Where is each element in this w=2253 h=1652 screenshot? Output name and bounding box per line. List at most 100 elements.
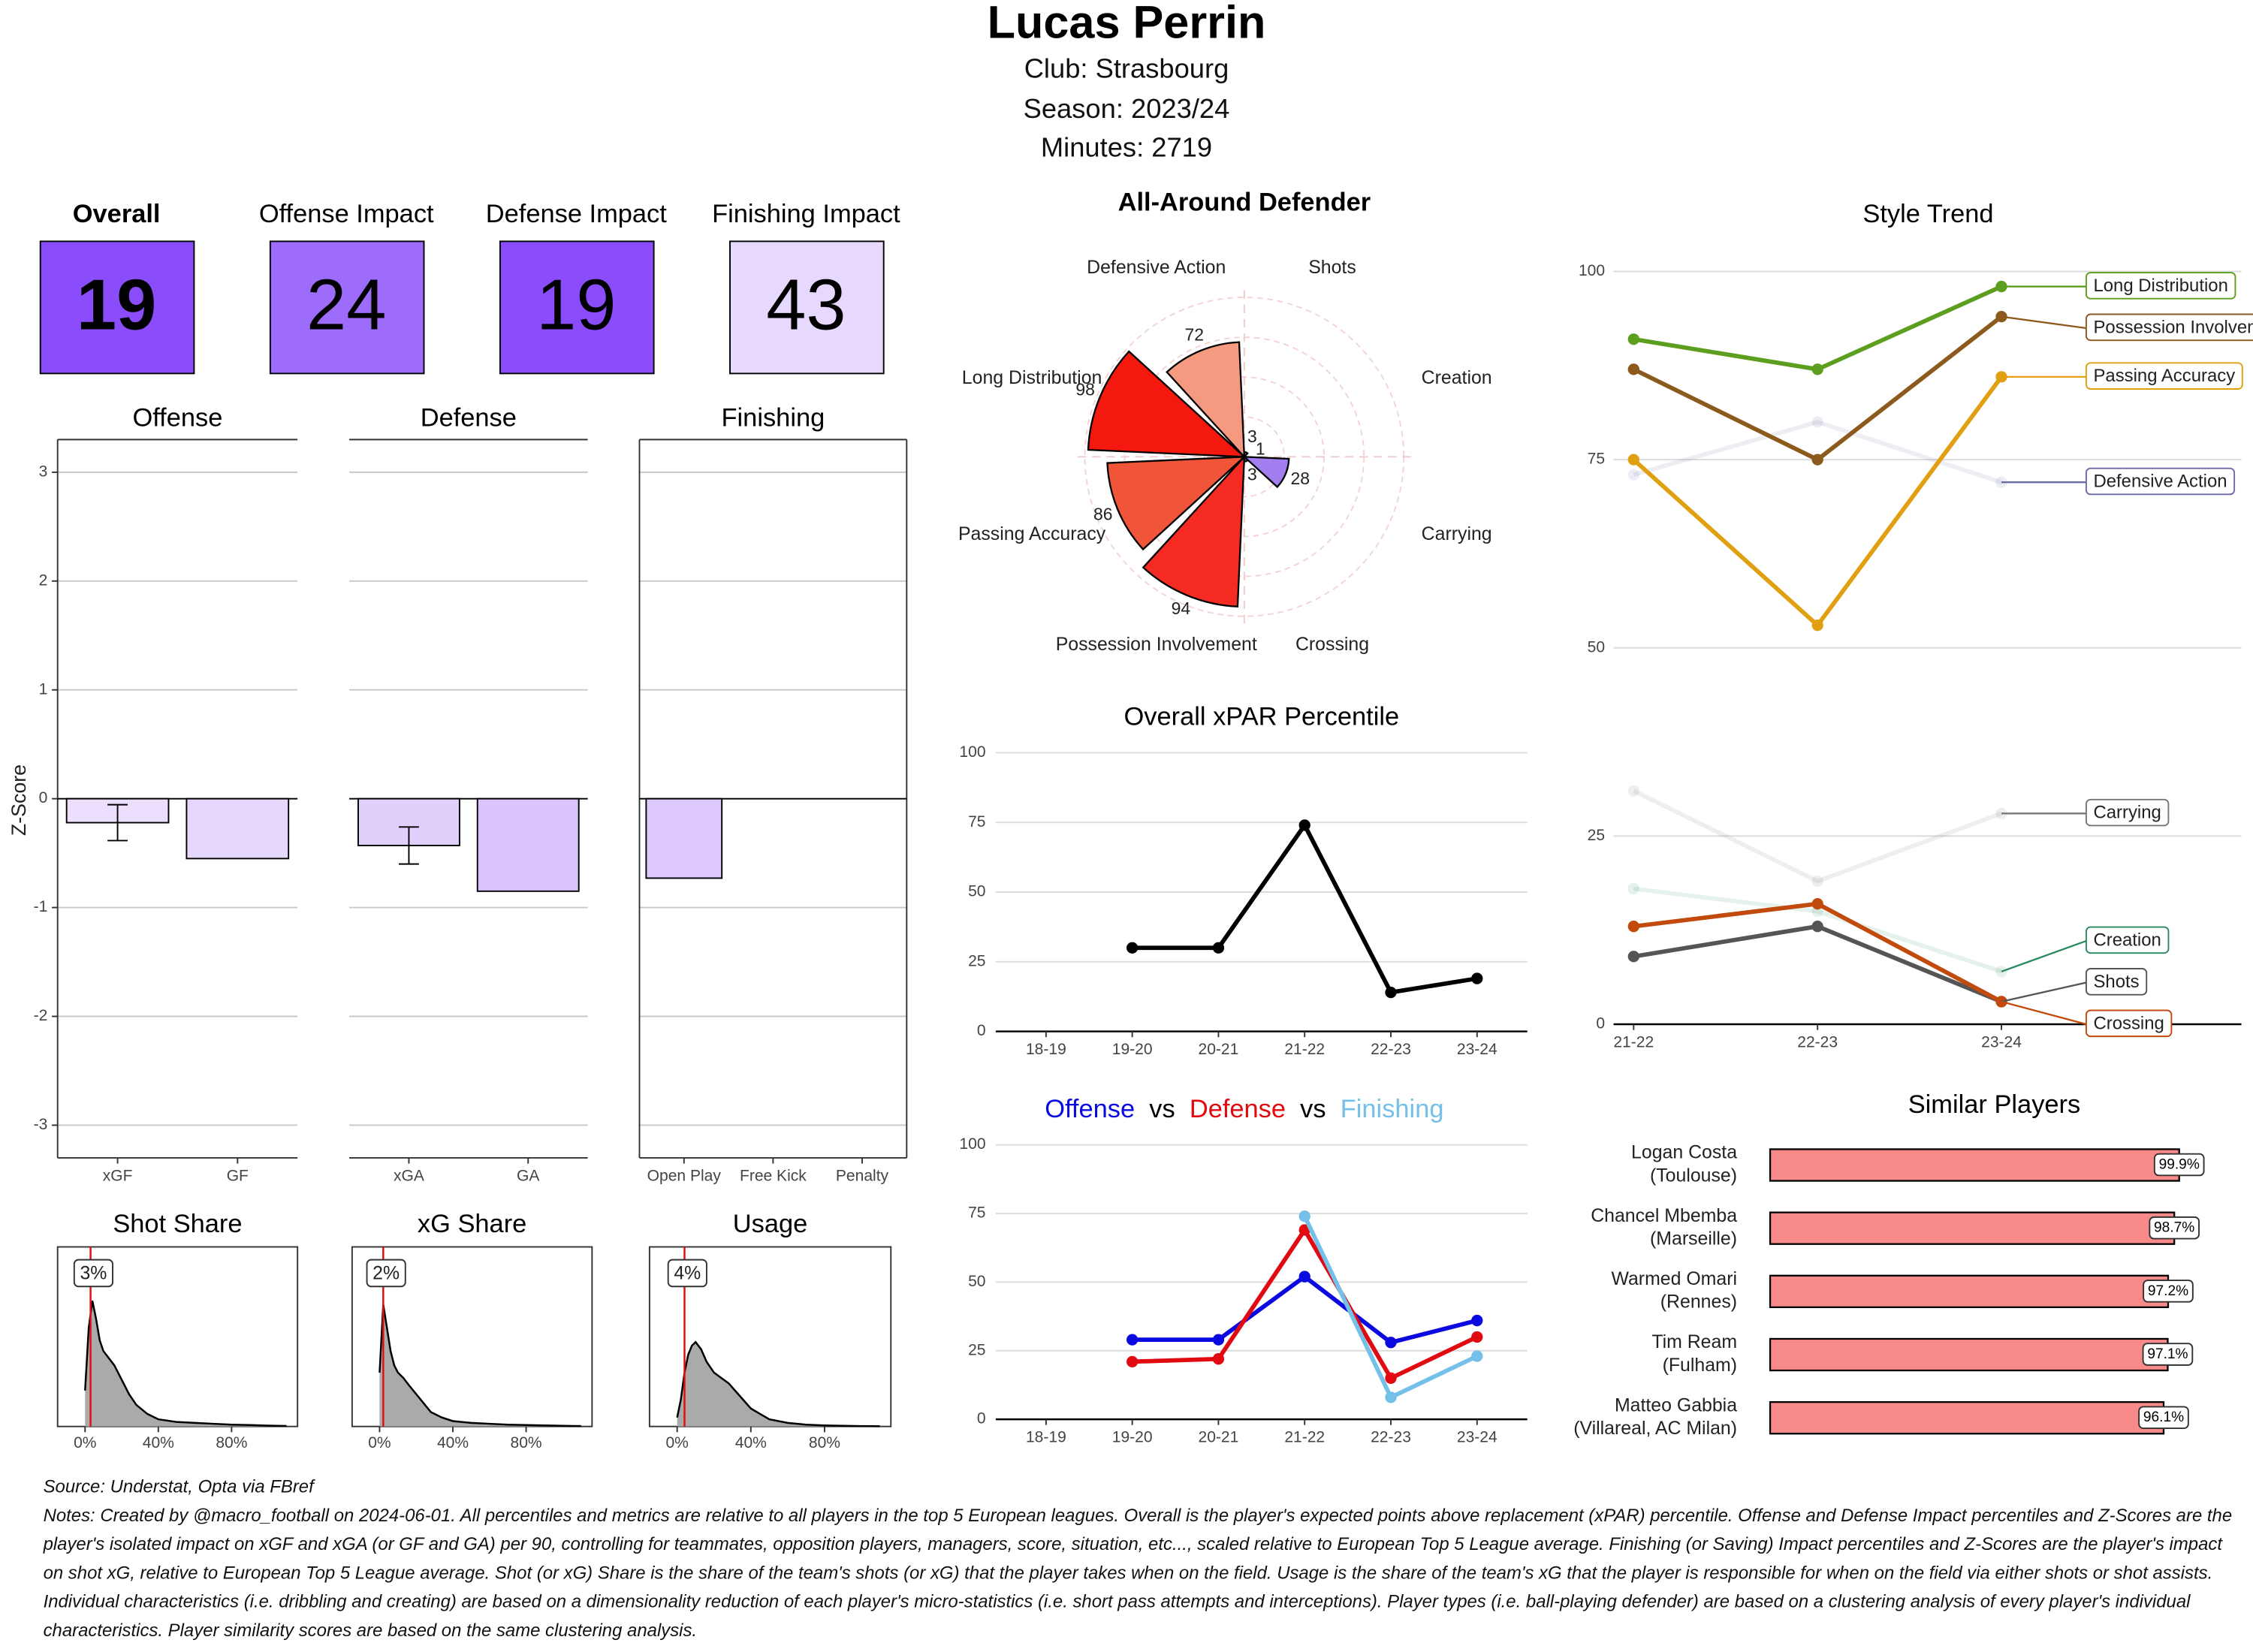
y-tick-label: 100 <box>959 1135 985 1153</box>
panel-title: Finishing <box>722 404 825 433</box>
scorecard-label: Offense Impact <box>259 200 434 228</box>
season: Season: 2023/24 <box>1024 93 1230 124</box>
legend-entry: Defensive Action <box>2093 472 2227 492</box>
minutes: Minutes: 2719 <box>1041 132 1212 163</box>
x-tick-label: 23-24 <box>1457 1429 1497 1446</box>
grid-ring <box>1203 416 1285 498</box>
point <box>1811 416 1823 428</box>
label-box <box>667 1259 707 1288</box>
scorecard-value: 24 <box>306 264 386 345</box>
player-club: (Fulham) <box>1663 1355 1737 1376</box>
panel-title: Usage <box>733 1210 808 1238</box>
point <box>1811 620 1823 632</box>
scorecard-label: Defense Impact <box>486 200 668 228</box>
bar <box>476 797 580 892</box>
x-tick-label: 22-23 <box>1797 1033 1838 1051</box>
label-box <box>2149 1216 2200 1240</box>
x-tick-label: 23-24 <box>1457 1041 1497 1058</box>
bar <box>1769 1337 2169 1372</box>
chart-title: Similar Players <box>1908 1090 2081 1119</box>
label-leader <box>2001 939 2087 972</box>
player-name: Tim Ream <box>1651 1331 1737 1352</box>
point <box>1627 882 1639 895</box>
x-tick-label: 40% <box>735 1434 767 1452</box>
label-box <box>2085 467 2236 496</box>
legend-entry: Long Distribution <box>2093 276 2227 296</box>
footer-text: Source: Understat, Opta via FBref Notes:… <box>44 1473 2234 1645</box>
point <box>1627 785 1639 797</box>
scorecard-box <box>39 240 195 375</box>
label-box <box>2138 1406 2189 1430</box>
series-line <box>1633 924 2003 1004</box>
point <box>1298 819 1310 831</box>
player-name: Matteo Gabbia <box>1615 1394 1737 1415</box>
x-tick-label: 40% <box>437 1434 469 1452</box>
x-tick-label: 23-24 <box>1981 1033 2022 1051</box>
point <box>1627 921 1639 933</box>
value-label: 98 <box>1075 380 1095 399</box>
point <box>1212 1353 1225 1365</box>
x-tick-label: GA <box>517 1167 539 1184</box>
point <box>1627 469 1639 481</box>
club: Club: Strasbourg <box>1024 53 1229 83</box>
label-leader <box>2001 981 2087 1003</box>
point <box>1627 333 1639 345</box>
panel-title: Shot Share <box>113 1210 242 1238</box>
x-tick-label: 22-23 <box>1371 1429 1411 1446</box>
player-club: (Villareal, AC Milan) <box>1573 1418 1737 1439</box>
category-label: Defensive Action <box>1087 257 1226 278</box>
legend-entry: Creation <box>2093 930 2161 950</box>
x-tick-label: 80% <box>809 1434 840 1452</box>
y-tick-label: 1 <box>39 680 48 698</box>
category-label: Long Distribution <box>962 367 1102 388</box>
point <box>1811 875 1823 888</box>
point <box>1627 363 1639 375</box>
x-tick-label: 40% <box>143 1434 174 1452</box>
value-label: 99.9% <box>2159 1157 2200 1173</box>
scorecard-value: 19 <box>77 264 156 345</box>
series-line <box>1633 886 2002 974</box>
legend-entry: Carrying <box>2093 803 2161 823</box>
title-joiner: vs <box>1300 1095 1326 1123</box>
bar <box>1769 1274 2170 1309</box>
label-leader <box>2001 315 2087 330</box>
series-line <box>1132 821 1478 995</box>
value-label: 1 <box>1256 439 1265 459</box>
legend-entry: Crossing <box>2093 1013 2164 1033</box>
player-name: Chancel Mbemba <box>1591 1205 1737 1226</box>
polar-bar <box>1142 454 1246 607</box>
value-label: 3 <box>1247 427 1257 446</box>
category-label: Crossing <box>1295 634 1369 655</box>
point <box>1212 942 1225 954</box>
polar-bar <box>1166 341 1246 460</box>
y-tick-label: 50 <box>1588 638 1605 656</box>
point <box>1471 1350 1483 1362</box>
y-tick-label: 2 <box>39 571 48 589</box>
point <box>1385 1372 1397 1384</box>
bar <box>185 797 290 860</box>
chart-title: Style Trend <box>1862 200 1993 228</box>
y-tick-label: 75 <box>1588 451 1605 468</box>
notes: Notes: Created by @macro_football on 202… <box>43 1505 2233 1641</box>
label-box <box>2085 1009 2173 1038</box>
value-label: 96.1% <box>2143 1409 2184 1425</box>
x-tick-label: Open Play <box>647 1167 722 1184</box>
y-tick-label: 3 <box>39 463 48 480</box>
scorecard-box <box>499 240 655 375</box>
point <box>1471 1314 1483 1327</box>
category-label: Possession Involvement <box>1056 634 1257 655</box>
marker-label: 4% <box>674 1262 701 1283</box>
value-label: 3 <box>1247 465 1257 484</box>
bar <box>645 797 723 879</box>
marker-label: 3% <box>80 1262 107 1283</box>
x-tick-label: 0% <box>665 1434 688 1452</box>
point <box>1811 363 1823 375</box>
value-label: 28 <box>1290 469 1310 488</box>
density-area <box>379 1304 581 1427</box>
y-tick-label: -1 <box>34 898 48 915</box>
x-tick-label: 19-20 <box>1112 1429 1153 1446</box>
y-tick-label: 100 <box>959 743 985 761</box>
value-label: 86 <box>1093 504 1113 523</box>
y-tick-label: 0 <box>977 1022 986 1039</box>
